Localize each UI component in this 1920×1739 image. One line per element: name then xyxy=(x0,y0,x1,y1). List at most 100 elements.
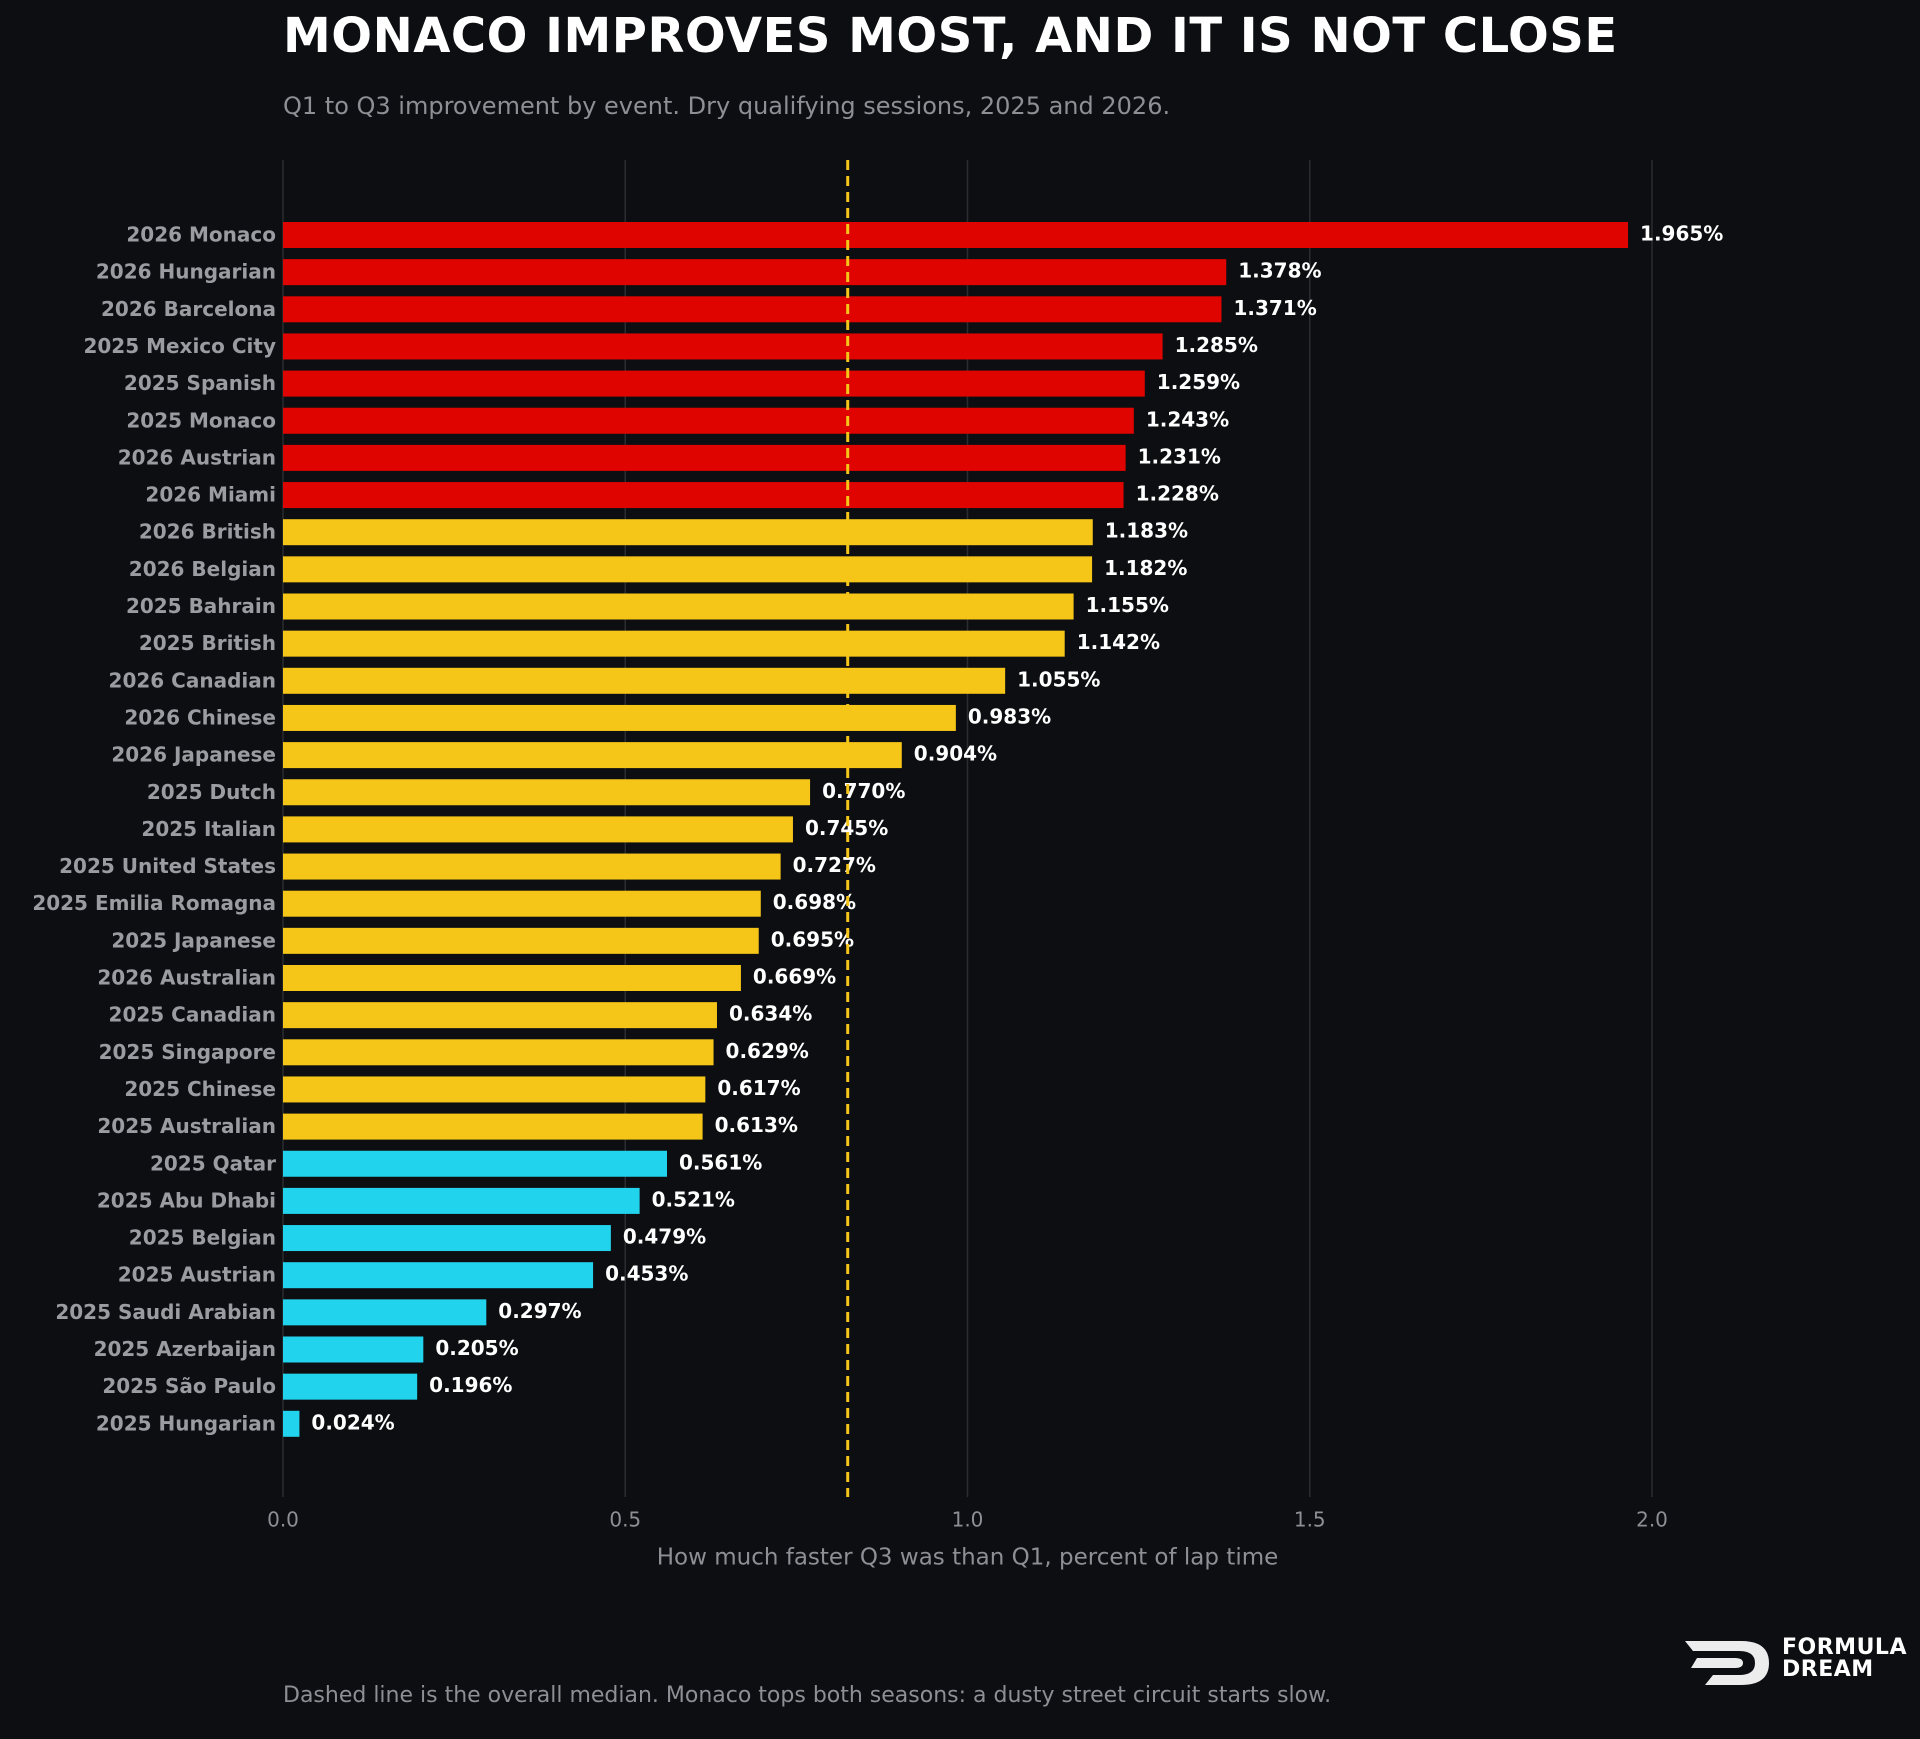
category-label: 2025 Dutch xyxy=(147,780,276,804)
bar xyxy=(283,1113,703,1140)
category-label: 2025 Canadian xyxy=(109,1003,276,1027)
category-label: 2026 Monaco xyxy=(126,223,276,247)
category-label: 2025 Japanese xyxy=(111,928,276,952)
category-label: 2025 Austrian xyxy=(118,1263,276,1287)
category-label: 2026 Belgian xyxy=(129,557,276,581)
bar xyxy=(283,1002,717,1029)
value-label: 0.669% xyxy=(753,965,836,989)
x-tick-label: 2.0 xyxy=(1636,1508,1668,1532)
x-tick-label: 1.5 xyxy=(1294,1508,1326,1532)
x-tick-label: 0.0 xyxy=(267,1508,299,1532)
value-label: 1.228% xyxy=(1136,482,1219,506)
value-label: 0.727% xyxy=(793,853,876,877)
value-label: 0.770% xyxy=(822,779,905,803)
value-label: 0.629% xyxy=(726,1039,809,1063)
bar xyxy=(283,259,1227,286)
bar xyxy=(283,965,741,991)
value-label: 0.297% xyxy=(498,1299,581,1323)
value-label: 0.613% xyxy=(715,1113,798,1137)
value-label: 1.183% xyxy=(1105,519,1188,543)
bar xyxy=(283,1187,640,1214)
value-label: 1.965% xyxy=(1640,222,1723,246)
bar xyxy=(283,667,1006,694)
logo-line-dream: DREAM xyxy=(1782,1657,1874,1682)
bar xyxy=(283,1039,714,1066)
bar xyxy=(283,482,1124,509)
value-label: 0.695% xyxy=(771,927,854,951)
value-label: 0.617% xyxy=(717,1076,800,1100)
value-label: 1.243% xyxy=(1146,407,1229,431)
bar xyxy=(283,816,793,843)
bar xyxy=(283,927,759,954)
bar xyxy=(283,1336,424,1363)
logo-line-formula: FORMULA xyxy=(1782,1635,1907,1660)
formula-dream-logo-icon xyxy=(1685,1641,1769,1685)
category-label: 2025 Monaco xyxy=(126,408,276,432)
bar xyxy=(283,853,781,880)
category-label: 2025 Qatar xyxy=(150,1151,276,1175)
value-label: 0.024% xyxy=(311,1410,394,1434)
x-tick-label: 1.0 xyxy=(952,1508,984,1532)
bar xyxy=(283,1225,611,1252)
bar xyxy=(283,593,1074,620)
chart-title: MONACO IMPROVES MOST, AND IT IS NOT CLOS… xyxy=(283,8,1618,64)
bar xyxy=(283,556,1093,583)
bar xyxy=(283,333,1163,360)
bar xyxy=(283,222,1629,248)
bar xyxy=(283,704,956,731)
category-label: 2025 Saudi Arabian xyxy=(55,1300,276,1324)
bar xyxy=(283,1150,668,1177)
category-label: 2025 Singapore xyxy=(99,1040,276,1064)
category-label: 2025 Abu Dhabi xyxy=(97,1188,276,1212)
category-label: 2026 Chinese xyxy=(124,705,276,729)
brand-logo: FORMULA DREAM xyxy=(1683,1633,1908,1689)
category-label: 2026 Miami xyxy=(145,483,276,507)
value-label: 0.904% xyxy=(914,742,997,766)
bar xyxy=(283,1410,300,1437)
value-label: 1.055% xyxy=(1017,667,1100,691)
value-label: 0.983% xyxy=(968,704,1051,728)
bar xyxy=(283,519,1093,546)
bar xyxy=(283,742,902,769)
value-label: 0.698% xyxy=(773,890,856,914)
bar xyxy=(283,407,1134,434)
footnote: Dashed line is the overall median. Monac… xyxy=(283,1683,1332,1708)
bar xyxy=(283,370,1145,397)
category-label: 2025 Mexico City xyxy=(83,334,276,358)
value-label: 1.142% xyxy=(1077,630,1160,654)
category-label: 2025 Chinese xyxy=(124,1077,276,1101)
value-label: 1.182% xyxy=(1104,556,1187,580)
value-label: 1.231% xyxy=(1138,444,1221,468)
category-label: 2025 Italian xyxy=(141,817,276,841)
bar xyxy=(283,1262,594,1289)
category-label: 2026 British xyxy=(139,520,276,544)
logo-wordmark: FORMULA DREAM xyxy=(1782,1637,1907,1681)
bar xyxy=(283,1076,706,1103)
category-label: 2025 São Paulo xyxy=(102,1374,276,1398)
bar xyxy=(283,296,1222,323)
category-label: 2026 Canadian xyxy=(109,668,276,692)
bar xyxy=(283,444,1126,471)
category-label: 2025 Hungarian xyxy=(96,1411,276,1435)
category-label: 2025 Australian xyxy=(97,1114,276,1138)
value-label: 1.371% xyxy=(1233,296,1316,320)
bar xyxy=(283,630,1065,657)
value-label: 0.634% xyxy=(729,1002,812,1026)
category-label: 2025 Spanish xyxy=(124,371,276,395)
value-label: 1.285% xyxy=(1175,333,1258,357)
value-label: 0.521% xyxy=(652,1187,735,1211)
value-label: 0.453% xyxy=(605,1262,688,1286)
category-label: 2025 Azerbaijan xyxy=(94,1337,276,1361)
bar xyxy=(283,1299,487,1326)
category-label: 2026 Australian xyxy=(97,966,276,990)
x-tick-label: 0.5 xyxy=(609,1508,641,1532)
chart-subtitle: Q1 to Q3 improvement by event. Dry quali… xyxy=(283,92,1171,120)
category-label: 2025 Bahrain xyxy=(126,594,276,618)
category-label: 2026 Austrian xyxy=(118,445,276,469)
category-label: 2025 British xyxy=(139,631,276,655)
category-label: 2026 Japanese xyxy=(111,743,276,767)
value-label: 1.259% xyxy=(1157,370,1240,394)
category-label: 2026 Hungarian xyxy=(96,260,276,284)
category-label: 2026 Barcelona xyxy=(101,297,276,321)
